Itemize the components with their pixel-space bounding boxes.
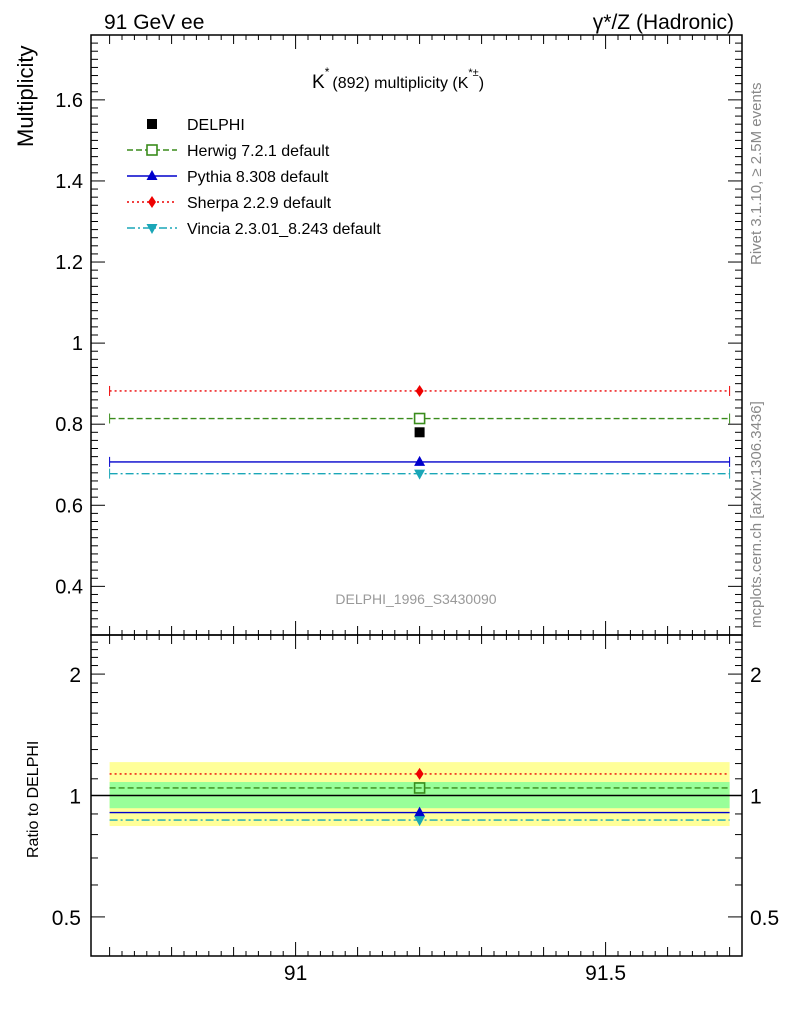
header-left: 91 GeV ee (104, 11, 204, 34)
ratio-series-marker-0 (413, 782, 426, 794)
header-right: γ*/Z (Hadronic) (593, 11, 734, 34)
legend-marker-0 (147, 119, 157, 129)
main-series-layer (109, 384, 731, 480)
ratio-y-tick-label-left: 2 (69, 664, 81, 687)
legend-label-2: Pythia 8.308 default (187, 169, 329, 186)
analysis-watermark: DELPHI_1996_S3430090 (335, 591, 496, 607)
y-tick-label: 0.4 (55, 576, 83, 598)
ratio-series-marker-2 (415, 767, 424, 780)
main-series-marker-0 (413, 412, 426, 425)
title-rest-sup: *± (468, 67, 478, 79)
title-k-sup: * (325, 65, 330, 79)
legend-label-4: Vincia 2.3.01_8.243 default (187, 221, 381, 238)
source-label: mcplots.cern.ch [arXiv:1306.3436] (748, 401, 765, 628)
x-tick-label: 91 (284, 962, 307, 985)
legend-marker-1 (146, 144, 158, 156)
y-tick-label: 1.6 (55, 90, 83, 112)
ratio-series-marker-1 (414, 806, 426, 817)
ratio-y-tick-label-left: 0.5 (52, 907, 81, 930)
rivet-version-label: Rivet 3.1.10, ≥ 2.5M events (748, 83, 765, 266)
main-series-marker-1 (414, 455, 426, 466)
ratio-y-tick-label-right: 0.5 (750, 907, 779, 930)
ratio-ylabel: Ratio to DELPHI (25, 741, 42, 858)
legend-label-0: DELPHI (187, 117, 245, 134)
main-series-marker-3 (414, 469, 426, 480)
legend-marker-3 (148, 196, 156, 208)
axes-layer: 91 91.5 0.4 0.6 0.8 1 1.2 1.4 1.6 0.5 0.5 1 1 2 2 (52, 34, 779, 985)
y-tick-label: 1.4 (55, 171, 83, 193)
legend-label-1: Herwig 7.2.1 default (187, 143, 330, 160)
legend: DELPHI Herwig 7.2.1 default Pythia 8.308 d… (127, 117, 381, 238)
title-close: ) (479, 75, 484, 92)
x-tick-label: 91.5 (585, 962, 626, 985)
y-tick-label: 0.6 (55, 495, 83, 517)
main-title: K*(892) multiplicity (K*±) (312, 65, 484, 93)
main-series-marker-2 (415, 384, 424, 397)
ratio-y-tick-label-right: 2 (750, 664, 762, 687)
legend-marker-4 (146, 224, 158, 234)
ratio-series-marker-3 (414, 816, 426, 827)
y-tick-label: 0.8 (55, 414, 83, 436)
data-point-delphi (414, 427, 425, 438)
legend-label-3: Sherpa 2.2.9 default (187, 195, 332, 212)
y-tick-label: 1.2 (55, 252, 83, 274)
title-k: K (312, 72, 325, 93)
ratio-series-layer (109, 767, 730, 827)
ratio-y-tick-label-right: 1 (750, 786, 762, 809)
y-tick-label: 1 (72, 333, 83, 355)
legend-marker-2 (146, 170, 158, 180)
title-rest: (892) multiplicity (K (332, 75, 468, 92)
ratio-y-tick-label-left: 1 (69, 786, 81, 809)
main-ylabel: Multiplicity (13, 46, 38, 147)
